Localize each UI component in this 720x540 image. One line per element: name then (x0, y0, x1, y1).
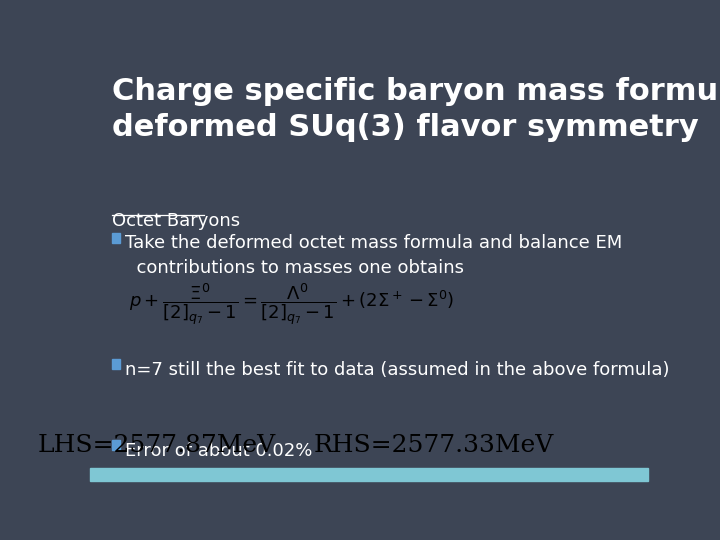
Text: RHS=2577.33MeV: RHS=2577.33MeV (314, 434, 554, 457)
Bar (90, 468, 648, 481)
Text: $p + \dfrac{\Xi^0}{[2]_{q_7} - 1} = \dfrac{\Lambda^0}{[2]_{q_7} - 1} + (2\Sigma^: $p + \dfrac{\Xi^0}{[2]_{q_7} - 1} = \dfr… (129, 281, 454, 327)
Text: LHS=2577.87MeV: LHS=2577.87MeV (37, 434, 276, 457)
Text: Error of about 0.02%: Error of about 0.02% (125, 442, 312, 460)
Bar (112, 233, 120, 243)
Text: n=7 still the best fit to data (assumed in the above formula): n=7 still the best fit to data (assumed … (125, 361, 670, 379)
Bar (112, 359, 120, 369)
Text: Octet Baryons: Octet Baryons (112, 212, 240, 231)
Text: Charge specific baryon mass formulas with
deformed SUq(3) flavor symmetry: Charge specific baryon mass formulas wit… (112, 77, 720, 142)
Text: Take the deformed octet mass formula and balance EM
  contributions to masses on: Take the deformed octet mass formula and… (125, 234, 622, 278)
Bar (112, 440, 120, 450)
